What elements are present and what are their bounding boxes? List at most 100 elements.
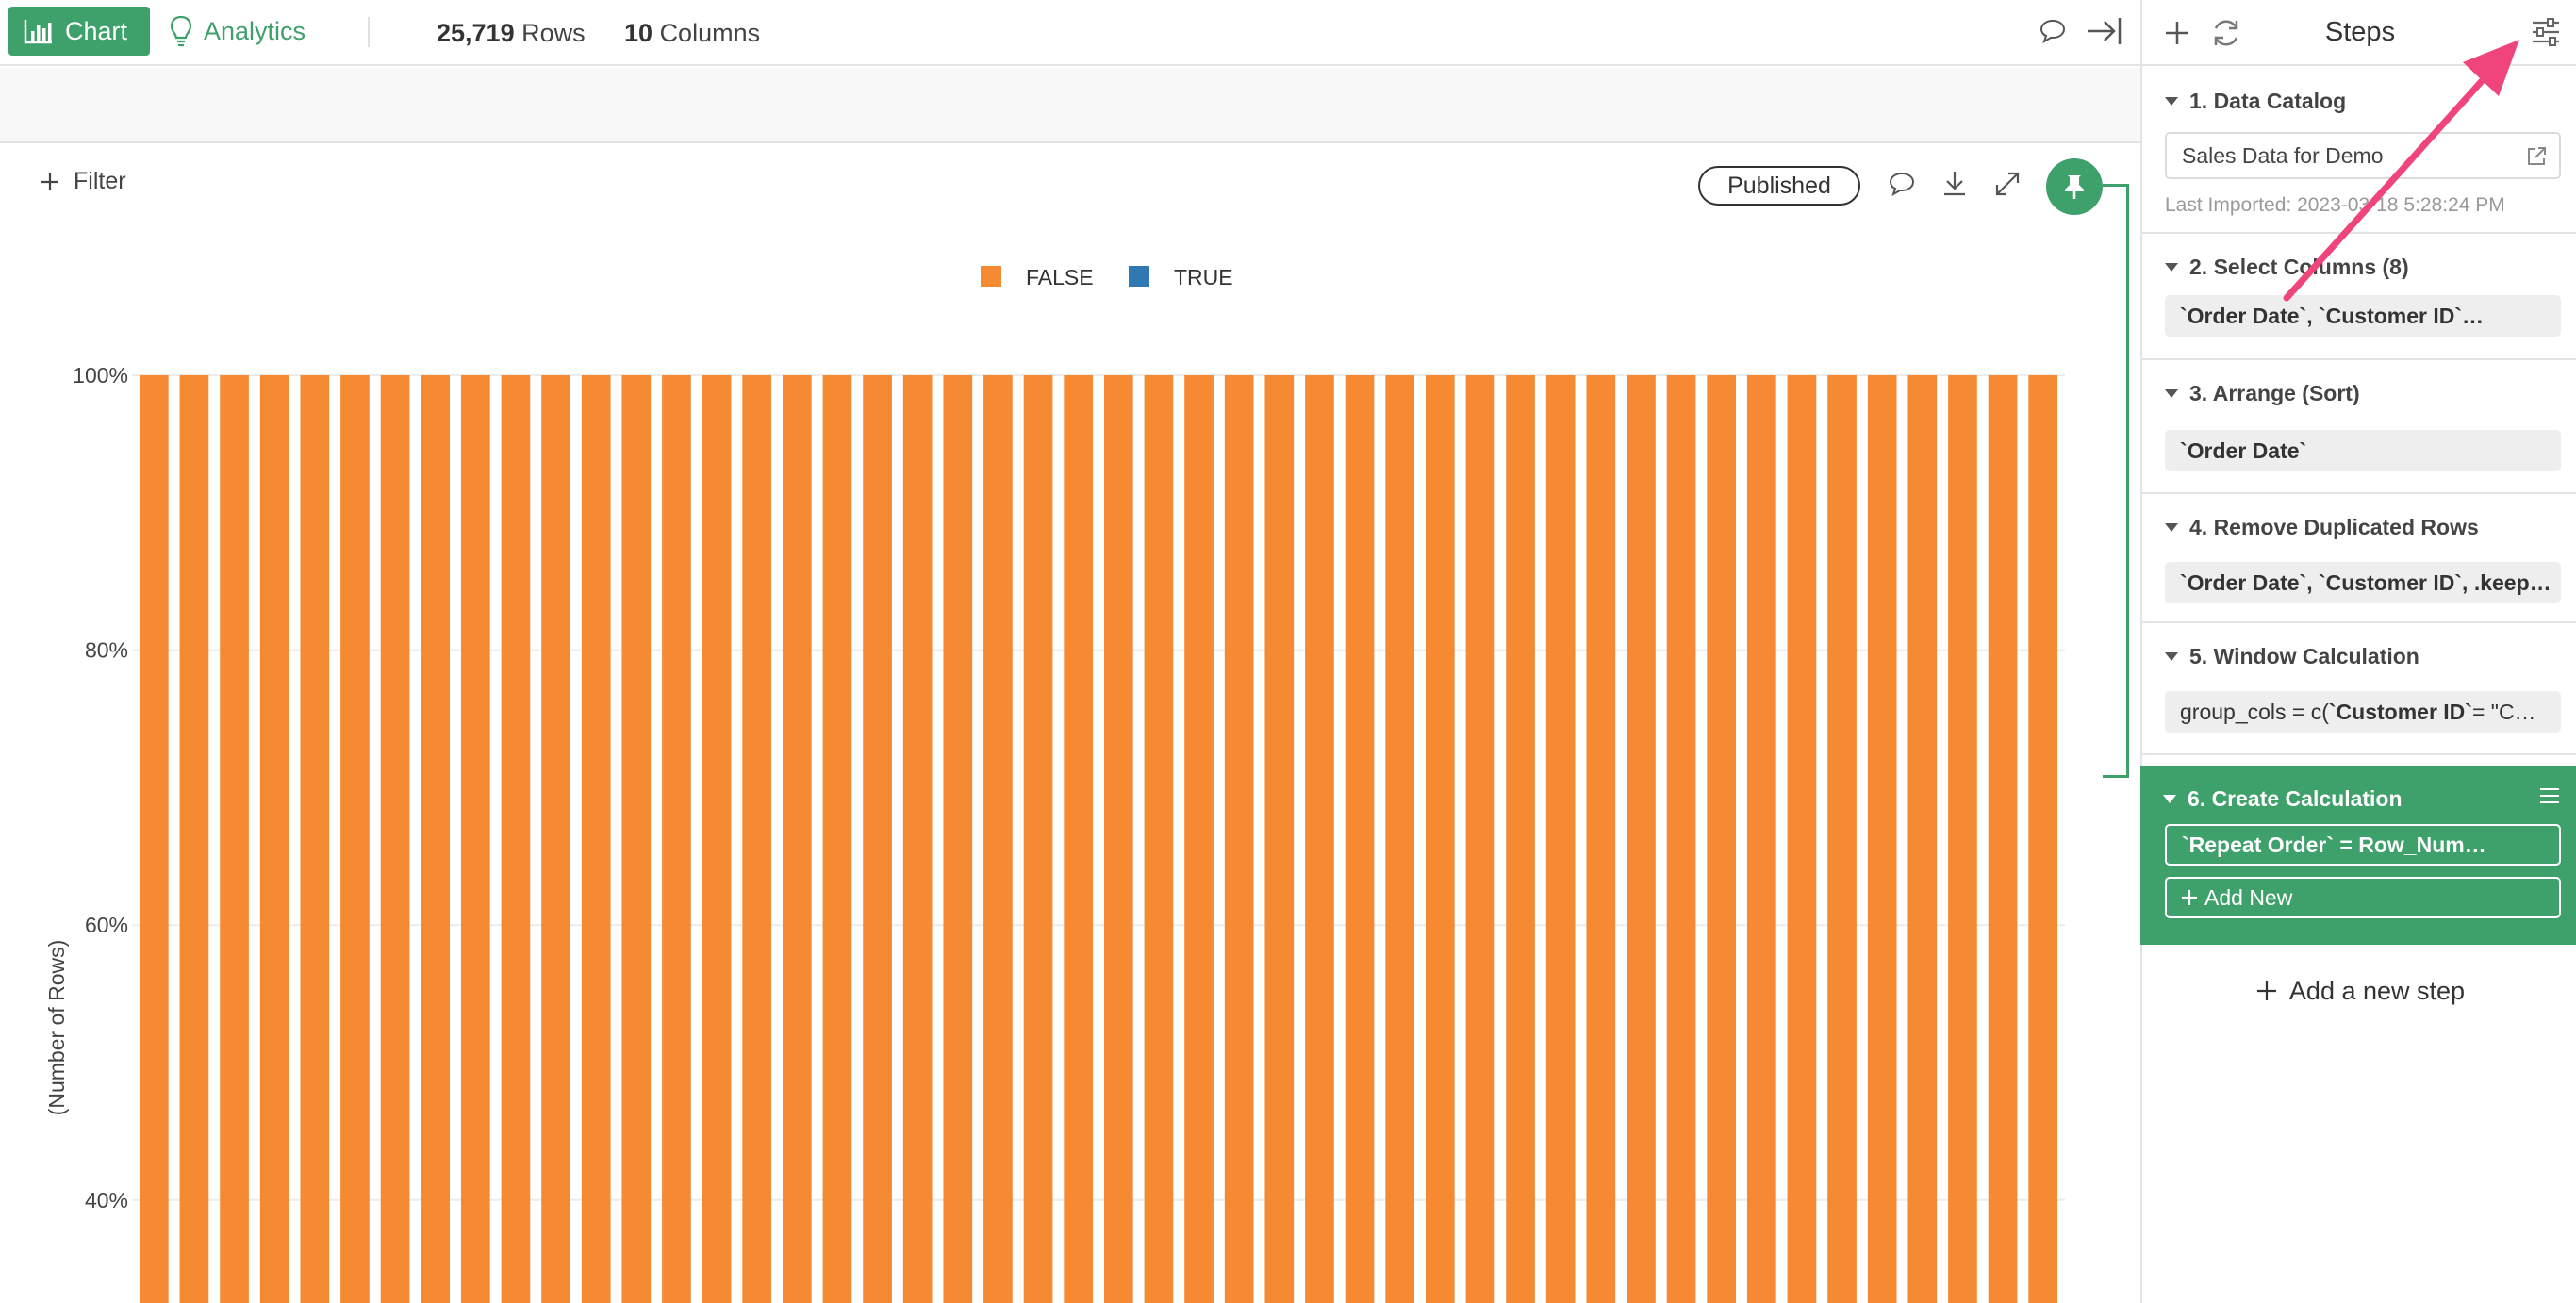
caret-down-icon xyxy=(2165,97,2178,106)
y-tick-label: 100% xyxy=(73,363,128,388)
bar-false xyxy=(1184,375,1214,1303)
download-icon[interactable] xyxy=(1939,168,1971,200)
step-data-catalog[interactable]: 1. Data Catalog Sales Data for Demo Last… xyxy=(2142,68,2576,234)
bar-false xyxy=(702,375,732,1303)
tab-analytics[interactable]: Analytics xyxy=(170,7,305,56)
steps-panel: Steps 1. Data Catalog Sales Data for Dem… xyxy=(2140,0,2576,1303)
bar-false xyxy=(1224,375,1254,1303)
bar-false xyxy=(1545,375,1576,1303)
bar-false xyxy=(1907,375,1938,1303)
step-title[interactable]: 2. Select Columns (8) xyxy=(2165,255,2409,280)
bar-false xyxy=(782,375,812,1303)
tab-chart[interactable]: Chart xyxy=(8,7,150,56)
bar-false xyxy=(1103,375,1133,1303)
step-expression: `Order Date` xyxy=(2180,437,2307,463)
plus-icon xyxy=(2256,981,2276,1000)
filter-button[interactable]: Filter xyxy=(40,168,126,195)
pin-connector-line xyxy=(2103,184,2129,778)
bar-false xyxy=(1666,375,1696,1303)
refresh-icon[interactable] xyxy=(2208,15,2244,51)
step-title[interactable]: 1. Data Catalog xyxy=(2165,89,2346,114)
bar-false xyxy=(902,375,933,1303)
bar-false xyxy=(1506,375,1535,1303)
published-badge[interactable]: Published xyxy=(1698,166,1860,206)
bar-false xyxy=(220,375,249,1303)
collapse-panel-icon[interactable] xyxy=(2086,15,2123,47)
step-expression-suffix: = "C… xyxy=(2471,699,2536,724)
step-title[interactable]: 3. Arrange (Sort) xyxy=(2165,381,2360,406)
steps-title: Steps xyxy=(2324,17,2396,47)
bar-false xyxy=(1988,375,2018,1303)
step-expression-chip[interactable]: `Repeat Order` = Row_Num… xyxy=(2165,824,2561,866)
sliders-settings-icon[interactable] xyxy=(2529,15,2563,49)
step-remove-duplicated-rows[interactable]: 4. Remove Duplicated Rows `Order Date`, … xyxy=(2142,494,2576,623)
bar-false xyxy=(501,375,531,1303)
chart-bars xyxy=(139,375,2058,1303)
bar-false xyxy=(1867,375,1897,1303)
y-tick-label: 40% xyxy=(85,1188,128,1212)
column-count-label: Columns xyxy=(659,19,761,47)
step-title[interactable]: 4. Remove Duplicated Rows xyxy=(2165,515,2479,540)
bar-false xyxy=(1827,375,1857,1303)
expand-icon[interactable] xyxy=(1991,168,2023,200)
bar-false xyxy=(863,375,892,1303)
step-expression: `Repeat Order` = Row_Num… xyxy=(2182,832,2486,857)
filter-bar xyxy=(0,68,2140,143)
add-new-step-label: Add a new step xyxy=(2288,977,2466,1005)
published-label: Published xyxy=(1727,172,1831,199)
bar-false xyxy=(1305,375,1334,1303)
data-catalog-field[interactable]: Sales Data for Demo xyxy=(2165,132,2561,179)
pin-button[interactable] xyxy=(2046,158,2103,215)
plus-icon[interactable] xyxy=(2161,17,2193,49)
step-select-columns[interactable]: 2. Select Columns (8) `Order Date`, `Cus… xyxy=(2142,234,2576,360)
comment-icon[interactable] xyxy=(2039,17,2067,45)
filter-label: Filter xyxy=(74,168,126,194)
bar-false xyxy=(1948,375,1977,1303)
bar-false xyxy=(1425,375,1455,1303)
step-expression: `Order Date`, `Customer ID`, .keep… xyxy=(2180,569,2551,595)
tab-analytics-label: Analytics xyxy=(204,16,306,45)
step-expression-chip[interactable]: group_cols = c(`Customer ID` = "C… xyxy=(2165,691,2561,733)
tab-chart-label: Chart xyxy=(65,16,128,45)
caret-down-icon xyxy=(2165,389,2178,398)
bar-false xyxy=(1787,375,1817,1303)
step-create-calculation[interactable]: 6. Create Calculation `Repeat Order` = R… xyxy=(2140,766,2576,945)
step-title-label: 6. Create Calculation xyxy=(2188,786,2403,811)
step-title-label: 4. Remove Duplicated Rows xyxy=(2189,515,2479,539)
bar-false xyxy=(822,375,852,1303)
add-new-button[interactable]: Add New xyxy=(2165,877,2561,918)
step-expression-column: `Customer ID` xyxy=(2328,699,2472,724)
bar-false xyxy=(1345,375,1375,1303)
add-new-step-button[interactable]: Add a new step xyxy=(2142,977,2576,1006)
step-window-calculation[interactable]: 5. Window Calculation group_cols = c(`Cu… xyxy=(2142,623,2576,755)
external-link-icon[interactable] xyxy=(2525,145,2548,168)
step-expression: `Order Date`, `Customer ID`… xyxy=(2180,303,2485,328)
bar-false xyxy=(621,375,652,1303)
step-expression-chip[interactable]: `Order Date` xyxy=(2165,430,2561,471)
row-count-value: 25,719 xyxy=(437,19,515,47)
bar-false xyxy=(1023,375,1053,1303)
bar-false xyxy=(943,375,973,1303)
data-catalog-name: Sales Data for Demo xyxy=(2182,142,2384,168)
step-expression-chip[interactable]: `Order Date`, `Customer ID`… xyxy=(2165,295,2561,337)
step-arrange[interactable]: 3. Arrange (Sort) `Order Date` xyxy=(2142,360,2576,494)
comment-icon[interactable] xyxy=(1886,168,1918,200)
step-title[interactable]: 5. Window Calculation xyxy=(2165,644,2419,669)
bar-false xyxy=(1746,375,1776,1303)
chart-grid xyxy=(132,374,2065,1201)
hamburger-menu-icon[interactable] xyxy=(2538,786,2561,805)
bar-chart-icon xyxy=(24,20,52,44)
step-title-label: 2. Select Columns (8) xyxy=(2189,255,2409,279)
bar-false xyxy=(1465,375,1495,1303)
row-count: 25,719 Rows xyxy=(437,19,586,48)
step-title[interactable]: 6. Create Calculation xyxy=(2163,786,2403,812)
last-imported-text: Last Imported: 2023-03-18 5:28:24 PM xyxy=(2165,194,2505,216)
bar-false xyxy=(460,375,490,1303)
bar-false xyxy=(2028,375,2058,1303)
bar-false xyxy=(742,375,772,1303)
bar-false xyxy=(662,375,691,1303)
bar-false xyxy=(1627,375,1656,1303)
step-expression-chip[interactable]: `Order Date`, `Customer ID`, .keep… xyxy=(2165,562,2561,603)
add-new-label: Add New xyxy=(2204,884,2293,910)
bar-false xyxy=(1385,375,1415,1303)
